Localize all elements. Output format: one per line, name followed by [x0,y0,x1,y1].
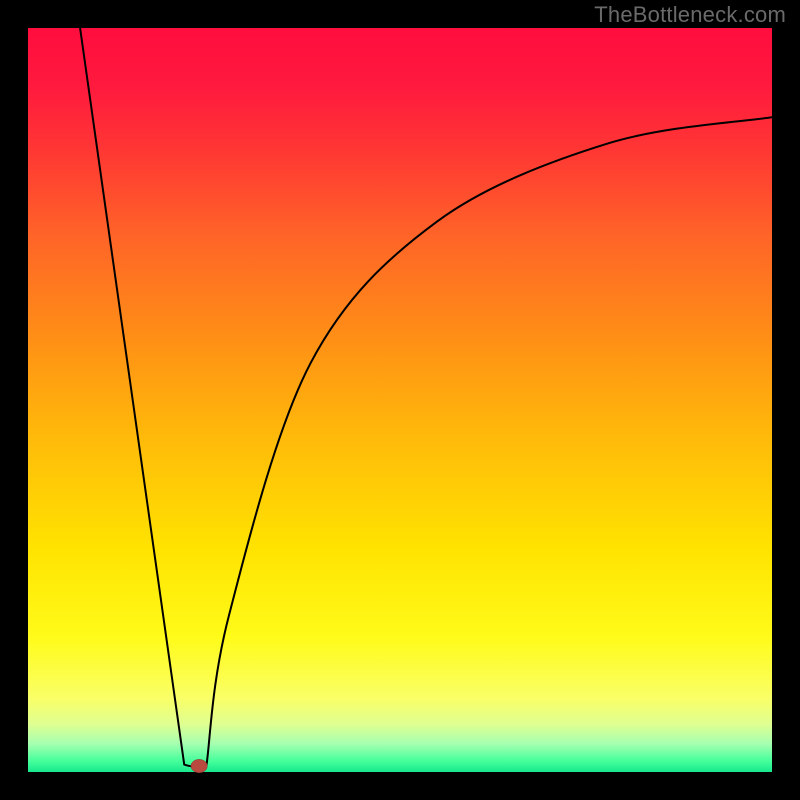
minimum-marker [191,759,207,772]
chart-container: TheBottleneck.com [0,0,800,800]
plot-background [28,28,772,772]
chart-svg [0,0,800,800]
watermark-text: TheBottleneck.com [594,2,786,28]
